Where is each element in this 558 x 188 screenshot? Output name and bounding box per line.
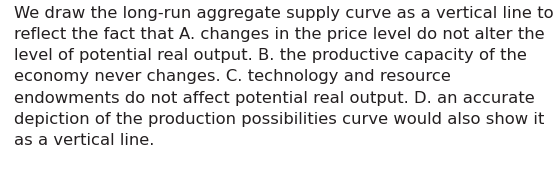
Text: We draw the long-run aggregate supply curve as a vertical line to
reflect the fa: We draw the long-run aggregate supply cu… bbox=[14, 6, 554, 148]
